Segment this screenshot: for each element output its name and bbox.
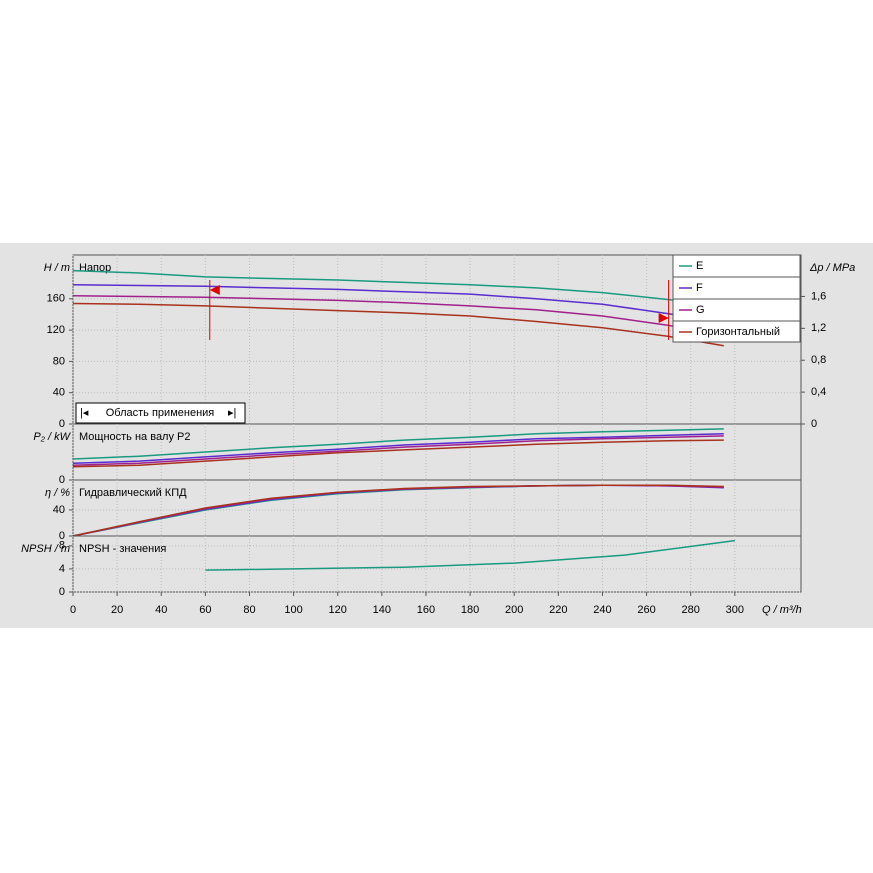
range-label-arrows: ▸|: [228, 407, 236, 419]
x-tick-label: 20: [111, 604, 123, 616]
y-tick-label: 8: [59, 540, 65, 552]
y2-tick-label: 0: [811, 418, 817, 430]
x-tick-label: 280: [682, 604, 700, 616]
series-line: [72, 439, 724, 468]
y2-axis-label: Δp / MPa: [809, 262, 855, 274]
legend-label: E: [696, 260, 703, 272]
y-axis-label: NPSH / m: [21, 543, 70, 555]
panel-title: Гидравлический КПД: [79, 487, 187, 499]
y-tick-label: 120: [47, 324, 65, 336]
legend-label: G: [696, 304, 705, 316]
series-line: [72, 269, 724, 306]
panel-title: Мощность на валу P2: [79, 431, 191, 443]
y-tick-label: 160: [47, 293, 65, 305]
x-tick-label: 120: [329, 604, 347, 616]
range-label: Область применения: [106, 407, 215, 419]
series-line: [72, 433, 724, 464]
y-tick-label: 0: [59, 586, 65, 598]
series-line: [205, 539, 735, 571]
x-tick-label: 300: [726, 604, 744, 616]
legend-label: Горизонтальный: [696, 326, 780, 338]
x-tick-label: 220: [549, 604, 567, 616]
x-tick-label: 240: [593, 604, 611, 616]
x-tick-label: 140: [373, 604, 391, 616]
y-tick-label: 0: [59, 474, 65, 486]
y-tick-label: 40: [53, 387, 65, 399]
x-tick-label: 260: [637, 604, 655, 616]
y2-tick-label: 0,8: [811, 354, 826, 366]
x-tick-label: 80: [243, 604, 255, 616]
y2-tick-label: 1,6: [811, 290, 826, 302]
x-tick-label: 100: [284, 604, 302, 616]
y2-tick-label: 1,2: [811, 322, 826, 334]
x-tick-label: 0: [70, 604, 76, 616]
y-tick-label: 4: [59, 563, 65, 575]
series-line: [72, 294, 724, 336]
range-label-box: [75, 402, 246, 424]
y-axis-label: H / m: [44, 262, 70, 274]
x-tick-label: 200: [505, 604, 523, 616]
x-tick-label: 40: [155, 604, 167, 616]
y-axis-label: P₂ / kW: [33, 431, 71, 443]
series-line: [72, 302, 724, 347]
series-line: [72, 484, 724, 537]
range-arrow: [209, 285, 220, 295]
x-axis-label: Q / m³/h: [762, 604, 802, 616]
y-axis-label: η / %: [45, 487, 70, 499]
range-arrow: [658, 313, 669, 323]
x-tick-label: 160: [417, 604, 435, 616]
y2-tick-label: 0,4: [811, 386, 826, 398]
series-line: [72, 283, 724, 324]
y-tick-label: 80: [53, 355, 65, 367]
series-line: [72, 435, 724, 467]
y-tick-label: 0: [59, 418, 65, 430]
y-tick-label: 40: [53, 504, 65, 516]
series-line: [72, 428, 724, 460]
x-tick-label: 180: [461, 604, 479, 616]
y-tick-label: 0: [59, 530, 65, 542]
x-tick-label: 60: [199, 604, 211, 616]
range-label-arrows: |◂: [80, 407, 89, 419]
panel-title: NPSH - значения: [79, 543, 166, 555]
legend-label: F: [696, 282, 703, 294]
